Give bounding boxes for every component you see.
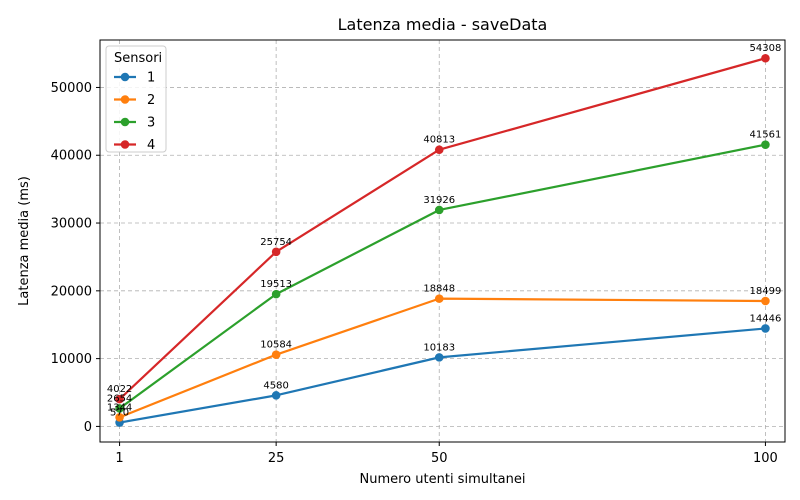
series-line <box>118 143 766 410</box>
legend-entry: 4 <box>147 138 155 153</box>
data-label: 31926 <box>423 195 455 206</box>
x-axis-title: Numero utenti simultanei <box>360 472 526 487</box>
data-point <box>434 205 444 215</box>
data-label: 1344 <box>107 402 132 413</box>
y-tick-label: 50000 <box>51 81 92 96</box>
y-tick-label: 30000 <box>51 217 92 232</box>
series-2 <box>115 294 770 422</box>
data-point <box>761 296 770 306</box>
data-point <box>434 145 444 155</box>
legend-entry: 3 <box>147 116 155 131</box>
data-label: 54308 <box>750 43 782 54</box>
data-point <box>115 412 124 422</box>
legend-swatch-marker <box>120 140 130 149</box>
data-point <box>271 289 281 299</box>
data-label: 2654 <box>107 393 132 404</box>
y-tick-label: 40000 <box>51 149 92 164</box>
data-point <box>271 391 281 400</box>
data-point <box>761 324 770 333</box>
x-tick-label: 25 <box>268 451 285 466</box>
x-axis: 1 25 50 100 <box>115 442 778 466</box>
data-point <box>115 404 124 413</box>
y-tick-label: 20000 <box>51 284 92 299</box>
plot-frame <box>99 39 786 443</box>
y-axis-title: Latenza media (ms) <box>17 176 32 306</box>
series-1 <box>115 324 770 427</box>
legend-entry: 1 <box>147 71 155 86</box>
data-point <box>271 247 281 257</box>
data-label: 14446 <box>750 313 782 324</box>
data-label: 40813 <box>423 135 455 146</box>
grid <box>100 40 785 442</box>
data-label: 10183 <box>423 342 455 353</box>
series-line <box>119 327 766 424</box>
series-3 <box>115 140 770 413</box>
data-label: 25754 <box>260 237 292 248</box>
data-label: 4022 <box>107 384 132 395</box>
legend-swatch-marker <box>120 95 130 104</box>
y-axis: 0 10000 20000 30000 40000 50000 <box>51 81 100 435</box>
x-tick-label: 1 <box>115 451 123 466</box>
data-label: 41561 <box>750 130 782 141</box>
legend-swatch-marker <box>120 117 130 127</box>
data-label: 19513 <box>260 279 292 290</box>
legend-swatch-marker <box>120 72 130 82</box>
y-tick-label: 10000 <box>51 352 92 367</box>
legend-entry: 2 <box>147 93 155 108</box>
data-label: 4580 <box>263 380 288 391</box>
chart-title: Latenza media - saveData <box>338 15 548 34</box>
series-4 <box>115 53 770 404</box>
series-line <box>118 57 766 400</box>
data-point <box>434 353 444 362</box>
data-label: 18499 <box>750 286 782 297</box>
series-line <box>119 297 766 419</box>
x-tick-label: 100 <box>753 451 778 466</box>
x-tick-label: 50 <box>431 451 448 466</box>
y-tick-label: 0 <box>84 420 92 435</box>
data-point <box>761 53 770 63</box>
legend-title: Sensori <box>114 51 162 66</box>
legend: Sensori 1 2 3 4 <box>105 45 167 153</box>
data-point <box>434 294 444 303</box>
data-label: 570 <box>110 408 129 419</box>
data-labels: 570 4580 10183 14446 1344 10584 18848 18499 2654… <box>107 43 781 418</box>
series-layer <box>115 53 770 427</box>
data-point <box>115 394 124 404</box>
data-point <box>761 140 770 149</box>
data-label: 10584 <box>260 340 292 351</box>
data-label: 18848 <box>423 284 455 295</box>
data-point <box>271 350 281 359</box>
